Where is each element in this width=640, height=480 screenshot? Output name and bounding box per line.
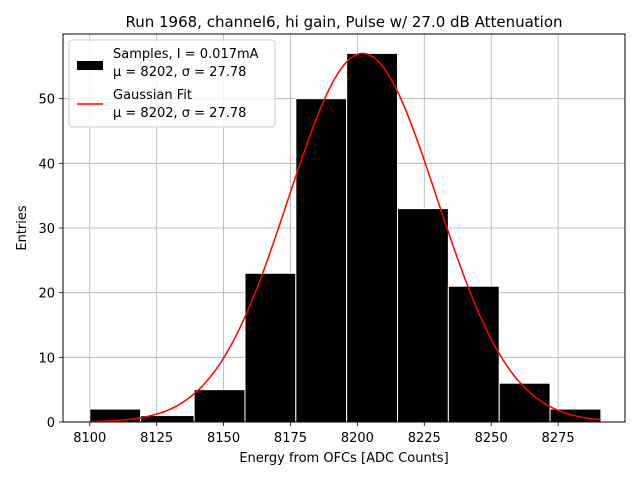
legend-samples-swatch (77, 61, 103, 70)
x-tick-label: 8150 (207, 431, 240, 446)
legend-fit-name: Gaussian Fit (113, 88, 192, 103)
y-tick-label: 50 (38, 93, 55, 108)
y-tick-label: 40 (38, 157, 55, 172)
x-tick-label: 8125 (140, 431, 173, 446)
y-tick-label: 20 (38, 287, 55, 302)
x-tick-label: 8275 (542, 431, 575, 446)
histogram-bar (447, 285, 500, 423)
y-tick-label: 30 (38, 222, 55, 237)
y-axis-label: Entries (15, 205, 30, 251)
legend-samples-name: Samples, I = 0.017mA (113, 47, 259, 62)
histogram-bar (498, 382, 551, 423)
histogram-bar (397, 208, 449, 423)
x-axis-label: Energy from OFCs [ADC Counts] (239, 451, 448, 466)
y-axis-ticks: 0 10 20 30 40 50 (38, 93, 63, 431)
histogram-bar (244, 272, 297, 423)
x-tick-label: 8250 (475, 431, 508, 446)
y-tick-label: 10 (38, 351, 55, 366)
histogram-bar (193, 389, 246, 423)
legend: Samples, I = 0.017mA μ = 8202, σ = 27.78… (68, 39, 276, 128)
x-axis-ticks: 8100 8125 8150 8175 8200 8225 8250 8275 (73, 422, 575, 446)
legend-fit-stats: μ = 8202, σ = 27.78 (113, 106, 246, 121)
histogram-bar (346, 52, 399, 423)
legend-box (68, 39, 276, 128)
y-tick-label: 0 (47, 416, 55, 431)
histogram-bar (295, 98, 348, 423)
x-tick-label: 8225 (408, 431, 441, 446)
x-tick-label: 8175 (274, 431, 307, 446)
legend-samples-stats: μ = 8202, σ = 27.78 (113, 65, 246, 80)
gaussian-fit-curve (89, 52, 601, 423)
x-tick-label: 8200 (341, 431, 374, 446)
x-tick-label: 8100 (73, 431, 106, 446)
chart-title: Run 1968, channel6, hi gain, Pulse w/ 27… (125, 13, 562, 31)
